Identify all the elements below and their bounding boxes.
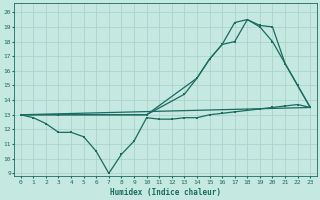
X-axis label: Humidex (Indice chaleur): Humidex (Indice chaleur) (110, 188, 221, 197)
